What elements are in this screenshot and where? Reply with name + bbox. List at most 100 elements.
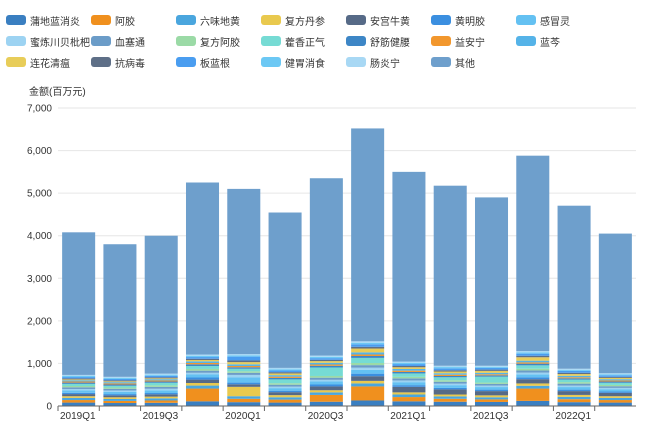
bar-segment[interactable]	[227, 372, 261, 375]
bar-segment[interactable]	[516, 360, 550, 363]
bar-segment[interactable]	[351, 342, 385, 345]
bar-segment[interactable]	[227, 382, 261, 385]
bar-segment[interactable]	[557, 368, 591, 370]
bar-segment[interactable]	[144, 382, 178, 386]
bar-segment[interactable]	[227, 360, 261, 363]
bar-segment[interactable]	[309, 375, 343, 378]
bar-segment[interactable]	[309, 401, 343, 406]
bar-segment[interactable]	[185, 372, 220, 375]
bar-segment[interactable]	[62, 374, 96, 376]
bar-segment[interactable]	[62, 381, 96, 383]
bar-segment[interactable]	[392, 376, 426, 379]
bar-segment[interactable]	[392, 380, 426, 383]
bar-segment[interactable]	[433, 394, 467, 397]
bar-segment[interactable]	[268, 386, 302, 389]
bar-segment[interactable]	[433, 377, 467, 381]
bar-segment[interactable]	[144, 388, 178, 391]
legend-item[interactable]: 板蓝根	[176, 56, 261, 68]
bar-segment[interactable]	[474, 365, 509, 367]
bar-segment[interactable]	[516, 385, 550, 389]
bar-segment[interactable]	[62, 396, 96, 398]
bar-segment[interactable]	[144, 373, 178, 375]
bar-segment[interactable]	[598, 392, 632, 397]
bar-segment[interactable]	[309, 390, 343, 393]
bar-segment[interactable]	[433, 385, 467, 388]
bar-segment[interactable]	[103, 398, 137, 401]
bar-segment[interactable]	[516, 355, 550, 358]
bar-segment[interactable]	[144, 396, 178, 399]
bar-segment[interactable]	[185, 379, 220, 384]
bar-segment[interactable]	[392, 371, 426, 374]
bar-segment[interactable]	[185, 360, 220, 362]
bar-segment[interactable]	[598, 380, 632, 382]
bar-segment[interactable]	[103, 377, 137, 379]
bar-segment[interactable]	[392, 392, 426, 395]
bar-segment[interactable]	[185, 358, 220, 361]
bar-segment[interactable]	[103, 380, 137, 382]
bar-segment[interactable]	[351, 369, 385, 374]
bar-segment[interactable]	[598, 377, 632, 380]
bar-segment[interactable]	[474, 370, 509, 373]
legend-item[interactable]: 抗病毒	[91, 56, 176, 68]
bar-segment[interactable]	[516, 351, 550, 353]
bar-segment[interactable]	[557, 379, 591, 383]
bar-segment[interactable]	[103, 391, 137, 395]
bar-segment[interactable]	[185, 363, 220, 365]
bar-segment[interactable]	[516, 362, 550, 364]
bar-segment[interactable]	[516, 377, 550, 380]
bar-segment[interactable]	[598, 389, 632, 392]
bar-segment[interactable]	[309, 394, 343, 402]
bar-segment[interactable]	[433, 368, 467, 371]
bar-segment[interactable]	[268, 392, 302, 396]
bar-segment[interactable]	[598, 396, 632, 398]
bar-segment[interactable]	[144, 398, 178, 401]
bar-segment[interactable]	[598, 373, 632, 375]
bar-segment[interactable]	[62, 377, 96, 379]
bar-segment[interactable]	[351, 367, 385, 370]
bar-segment[interactable]	[557, 399, 591, 403]
bar-segment[interactable]	[62, 385, 96, 388]
bar-segment[interactable]	[474, 387, 509, 390]
bar-segment[interactable]	[309, 355, 343, 357]
bar-segment[interactable]	[474, 375, 509, 377]
bar-segment[interactable]	[598, 386, 632, 388]
bar-segment[interactable]	[309, 178, 343, 356]
bar-segment[interactable]	[392, 386, 426, 393]
bar-segment[interactable]	[392, 364, 426, 366]
legend-item[interactable]: 益安宁	[431, 35, 516, 47]
bar-segment[interactable]	[227, 356, 261, 361]
bar-segment[interactable]	[227, 365, 261, 368]
bar-segment[interactable]	[268, 402, 302, 406]
bar-segment[interactable]	[392, 367, 426, 369]
bar-segment[interactable]	[309, 364, 343, 366]
bar-segment[interactable]	[185, 364, 220, 366]
bar-segment[interactable]	[516, 370, 550, 373]
bar-segment[interactable]	[185, 357, 220, 359]
bar-segment[interactable]	[557, 205, 591, 369]
bar-segment[interactable]	[392, 382, 426, 386]
bar-segment[interactable]	[557, 378, 591, 380]
legend-item[interactable]: 感冒灵	[516, 14, 601, 26]
legend-item[interactable]: 六味地黄	[176, 14, 261, 26]
bar-segment[interactable]	[185, 361, 220, 363]
bar-segment[interactable]	[309, 384, 343, 387]
bar-segment[interactable]	[185, 383, 220, 386]
bar-segment[interactable]	[103, 390, 137, 392]
bar-segment[interactable]	[268, 384, 302, 387]
bar-segment[interactable]	[103, 383, 137, 385]
legend-item[interactable]: 蓝芩	[516, 35, 601, 47]
bar-segment[interactable]	[598, 397, 632, 401]
bar-segment[interactable]	[227, 386, 261, 397]
bar-segment[interactable]	[268, 373, 302, 376]
bar-segment[interactable]	[144, 374, 178, 376]
bar-segment[interactable]	[309, 359, 343, 362]
bar-segment[interactable]	[62, 402, 96, 406]
bar-segment[interactable]	[309, 392, 343, 395]
bar-segment[interactable]	[557, 387, 591, 390]
bar-segment[interactable]	[598, 375, 632, 377]
legend-item[interactable]: 连花清瘟	[6, 56, 91, 68]
bar-segment[interactable]	[62, 388, 96, 391]
bar-segment[interactable]	[516, 352, 550, 354]
bar-segment[interactable]	[392, 368, 426, 371]
bar-segment[interactable]	[598, 374, 632, 376]
